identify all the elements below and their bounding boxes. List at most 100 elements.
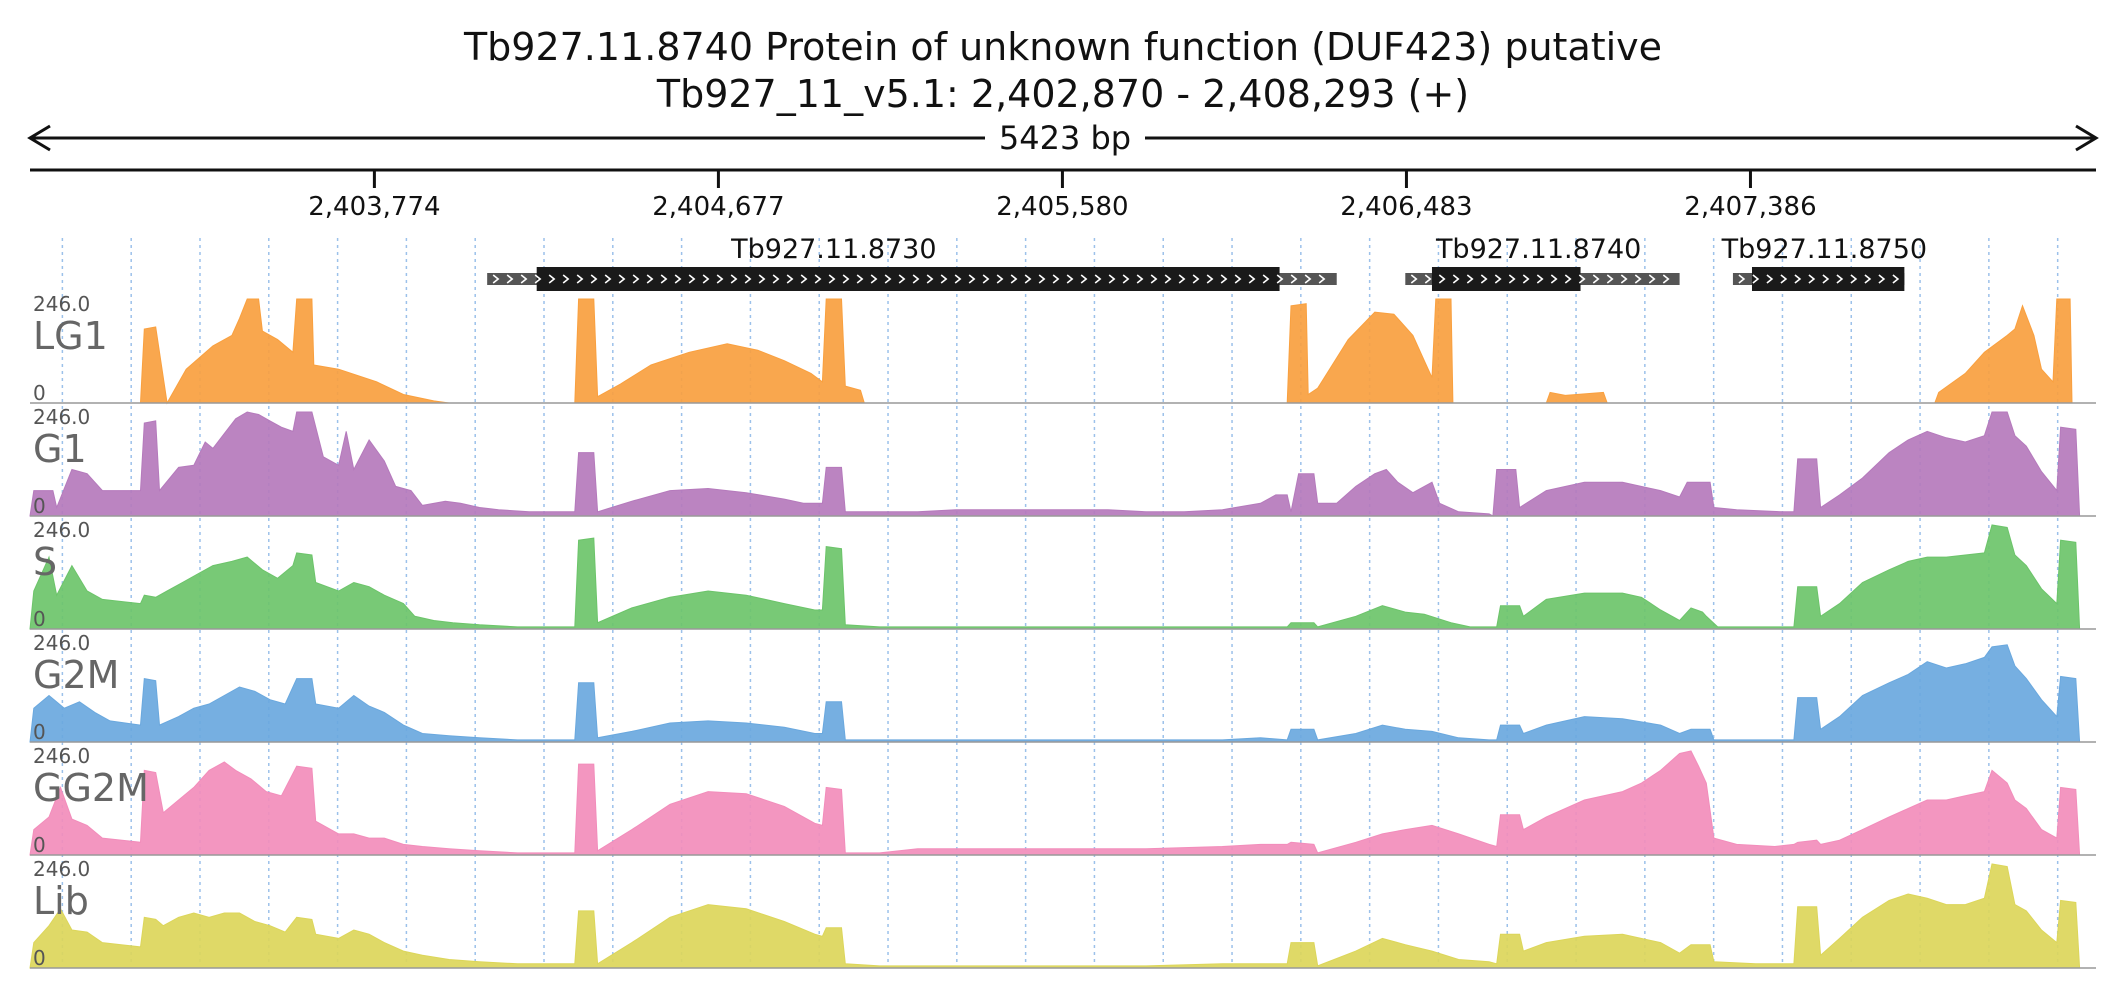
span-label: 5423 bp xyxy=(999,119,1131,157)
gene-label: Tb927.11.8740 xyxy=(1435,234,1641,265)
strand-chevron xyxy=(520,274,528,284)
track-ymax-label: 246.0 xyxy=(33,631,90,655)
strand-chevron xyxy=(646,274,654,284)
track-name: GG2M xyxy=(33,766,149,810)
strand-chevron xyxy=(1262,274,1270,284)
strand-chevron xyxy=(1620,274,1628,284)
track-ymax-label: 246.0 xyxy=(33,744,90,768)
gene-cds xyxy=(536,267,1280,291)
strand-chevron xyxy=(968,274,976,284)
axis-tick-label: 2,403,774 xyxy=(308,192,440,222)
strand-chevron xyxy=(786,274,794,284)
strand-chevron xyxy=(1780,274,1788,284)
strand-chevron xyxy=(1850,274,1858,284)
strand-chevron xyxy=(1794,274,1802,284)
strand-chevron xyxy=(632,274,640,284)
strand-chevron xyxy=(1108,274,1116,284)
strand-chevron xyxy=(1080,274,1088,284)
strand-chevron xyxy=(1290,274,1298,284)
strand-chevron xyxy=(940,274,948,284)
strand-chevron xyxy=(688,274,696,284)
title-line-1: Tb927.11.8740 Protein of unknown functio… xyxy=(463,25,1662,69)
strand-chevron xyxy=(1136,274,1144,284)
gene-Tb927.11.8740: Tb927.11.8740 xyxy=(1405,234,1680,291)
strand-chevron xyxy=(1122,274,1130,284)
strand-chevron xyxy=(1164,274,1172,284)
strand-chevron xyxy=(1052,274,1060,284)
strand-chevron xyxy=(1738,274,1746,284)
strand-chevron xyxy=(1648,274,1656,284)
strand-chevron xyxy=(1452,274,1460,284)
gene-cds xyxy=(1431,267,1581,291)
track-ymax-label: 246.0 xyxy=(33,292,90,316)
strand-chevron xyxy=(1024,274,1032,284)
strand-chevron xyxy=(1304,274,1312,284)
strand-chevron xyxy=(1892,274,1900,284)
strand-chevron xyxy=(590,274,598,284)
gene-track: Tb927.11.8730 Tb927.11.8740 Tb927.11.8750 xyxy=(487,234,1927,291)
strand-chevron xyxy=(506,274,514,284)
strand-chevron xyxy=(1878,274,1886,284)
axis-tick-label: 2,407,386 xyxy=(1684,192,1816,222)
track-ymin-label: 0 xyxy=(33,720,46,744)
strand-chevron xyxy=(982,274,990,284)
strand-chevron xyxy=(548,274,556,284)
strand-chevron xyxy=(842,274,850,284)
track-ymax-label: 246.0 xyxy=(33,857,90,881)
strand-chevrons xyxy=(1738,274,1900,284)
strand-chevron xyxy=(1410,274,1418,284)
strand-chevron xyxy=(1592,274,1600,284)
strand-chevron xyxy=(1276,274,1284,284)
track-ymax-label: 246.0 xyxy=(33,518,90,542)
coverage-area xyxy=(29,411,2096,517)
gene-Tb927.11.8730: Tb927.11.8730 xyxy=(487,234,1337,291)
strand-chevron xyxy=(814,274,822,284)
track-name: S xyxy=(33,540,57,584)
strand-chevron xyxy=(1094,274,1102,284)
strand-chevron xyxy=(1606,274,1614,284)
track-name: G1 xyxy=(33,427,87,471)
coverage-area xyxy=(29,644,2096,743)
strand-chevron xyxy=(1192,274,1200,284)
strand-chevron xyxy=(730,274,738,284)
strand-chevron xyxy=(1536,274,1544,284)
track-ymin-label: 0 xyxy=(33,494,46,518)
strand-chevron xyxy=(1248,274,1256,284)
strand-chevron xyxy=(1466,274,1474,284)
axis-tick-label: 2,406,483 xyxy=(1340,192,1472,222)
strand-chevron xyxy=(1508,274,1516,284)
strand-chevron xyxy=(1494,274,1502,284)
strand-chevron xyxy=(1836,274,1844,284)
strand-chevron xyxy=(1424,274,1432,284)
track-name: LG1 xyxy=(33,314,108,358)
strand-chevron xyxy=(1480,274,1488,284)
strand-chevron xyxy=(702,274,710,284)
strand-chevron xyxy=(674,274,682,284)
strand-chevron xyxy=(856,274,864,284)
track-ymax-label: 246.0 xyxy=(33,405,90,429)
strand-chevron xyxy=(1522,274,1530,284)
span-arrow-right xyxy=(2075,124,2099,152)
track-ymin-label: 0 xyxy=(33,946,46,970)
track-name: Lib xyxy=(33,879,89,923)
strand-chevrons xyxy=(492,274,1326,284)
strand-chevron xyxy=(1822,274,1830,284)
strand-chevron xyxy=(1752,274,1760,284)
coverage-area xyxy=(30,298,2096,405)
strand-chevron xyxy=(1766,274,1774,284)
strand-chevron xyxy=(1066,274,1074,284)
coordinate-axis: 2,403,774 2,404,677 2,405,580 2,406,483 2,40… xyxy=(30,168,2096,222)
strand-chevron xyxy=(1662,274,1670,284)
span-ruler: 5423 bp xyxy=(27,119,2099,157)
track-ymin-label: 0 xyxy=(33,833,46,857)
gene-Tb927.11.8750: Tb927.11.8750 xyxy=(1721,234,1927,291)
track-name: G2M xyxy=(33,653,119,697)
strand-chevron xyxy=(576,274,584,284)
strand-chevrons xyxy=(1410,274,1670,284)
